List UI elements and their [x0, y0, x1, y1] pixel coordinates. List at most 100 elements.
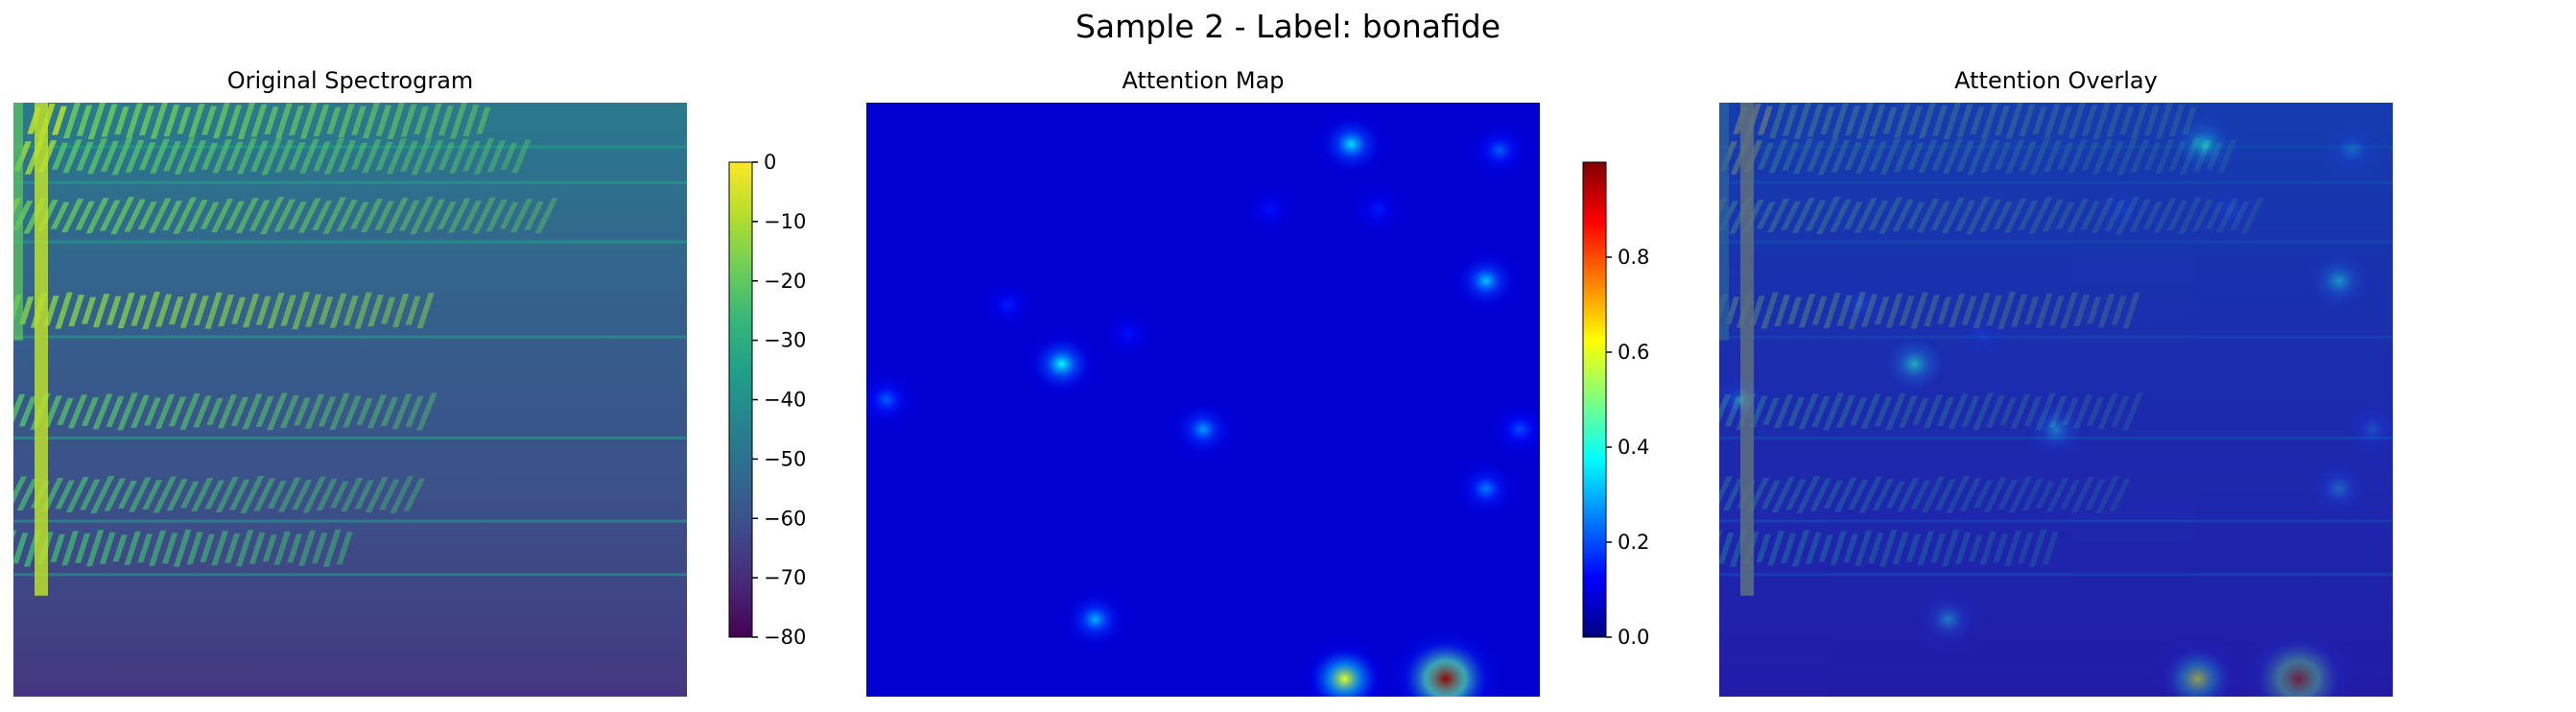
spectrogram-striation: [391, 393, 413, 430]
spectrogram-colorbar-tick-label: 0: [764, 151, 776, 174]
attention-hotspot: [1825, 272, 1897, 338]
spectrogram-striation: [273, 531, 291, 565]
spectrogram-striation: [68, 295, 84, 327]
spectrogram-striation: [61, 531, 80, 566]
spectrogram-heatmap: [13, 103, 687, 697]
spectrogram-striation: [163, 105, 180, 137]
attention-hotspot: [1908, 583, 1988, 656]
spectrogram-striation: [82, 297, 97, 324]
spectrogram-striation: [473, 137, 495, 175]
spectrogram-striation: [338, 104, 355, 138]
spectrogram-striation: [237, 103, 256, 140]
spectrogram-striation: [311, 533, 328, 564]
attention-hotspot: [2149, 635, 2245, 697]
spectrogram-striation: [13, 476, 28, 513]
spectrogram-striation: [449, 103, 468, 139]
spectrogram-striation: [150, 138, 170, 174]
attention-panel: [866, 103, 1540, 697]
attention-colorbar-tick-label: 0.0: [1618, 626, 1649, 649]
attention-hotspot: [1342, 177, 1414, 243]
spectrogram-striation: [128, 477, 152, 512]
spectrogram-striation: [381, 297, 396, 324]
spectrogram-striation: [462, 141, 481, 172]
attention-hotspot: [972, 272, 1044, 338]
attention-hotspot: [2299, 244, 2379, 318]
spectrogram-striation: [130, 295, 147, 326]
spectrogram-striation: [288, 142, 306, 171]
spectrogram-striation: [55, 480, 76, 510]
spectrogram-harmonic-line: [13, 240, 687, 244]
spectrogram-harmonic-line: [13, 436, 687, 439]
attention-layer: [866, 103, 1540, 697]
attention-hotspot: [1164, 393, 1242, 465]
spectrogram-striation: [61, 199, 84, 233]
spectrogram-striation: [287, 202, 307, 230]
spectrogram-striation: [374, 201, 394, 230]
spectrogram-striation: [50, 202, 70, 229]
spectrogram-striation: [13, 533, 29, 564]
overlay-heatmap: [1719, 103, 2393, 697]
spectrogram-striation: [260, 197, 285, 235]
spectrogram-striation: [299, 138, 319, 174]
spectrogram-striation: [361, 199, 384, 233]
spectrogram-striation: [461, 201, 483, 231]
spectrogram-striation: [288, 106, 305, 136]
spectrogram-striation: [90, 476, 115, 514]
overlay-title: Attention Overlay: [1954, 67, 2158, 94]
attention-hotspot: [1873, 325, 1957, 402]
spectrogram-striation: [524, 201, 544, 230]
spectrogram-striation: [280, 394, 299, 428]
spectrogram-striation: [163, 141, 181, 172]
attention-hotspot: [1719, 366, 1778, 434]
spectrogram-striation: [511, 139, 532, 174]
spectrogram-striation: [212, 103, 230, 139]
spectrogram-colorbar-tick-label: −30: [764, 329, 806, 352]
spectrogram-colorbar-tick-label: −20: [764, 270, 806, 293]
spectrogram-striation: [292, 480, 313, 510]
spectrogram-harmonic-line: [13, 335, 687, 339]
spectrogram-striation: [253, 478, 276, 511]
spectrogram-striation: [16, 479, 38, 511]
spectrogram-colorbar-tick-label: −40: [764, 389, 806, 412]
spectrogram-striation: [92, 294, 110, 328]
spectrogram-striation: [403, 478, 426, 511]
spectrogram-striation: [354, 292, 372, 329]
spectrogram-striation: [356, 397, 373, 425]
spectrogram-colorbar-tick-label: −50: [764, 447, 806, 470]
spectrogram-striation: [231, 297, 247, 324]
spectrogram-striation: [76, 105, 93, 136]
attention-hotspot: [2088, 177, 2160, 242]
spectrogram-striation: [329, 481, 349, 509]
spectrogram-striation: [81, 396, 100, 426]
spectrogram-striation: [62, 103, 81, 139]
spectrogram-striation: [287, 534, 303, 563]
spectrogram-striation: [43, 395, 62, 428]
spectrogram-striation: [367, 295, 384, 327]
spectrogram-striation: [117, 293, 135, 329]
spectrogram-striation: [366, 394, 388, 429]
spectrogram-striation: [387, 138, 407, 175]
spectrogram-striation: [274, 139, 295, 173]
spectrogram-striation: [237, 138, 257, 175]
spectrogram-striation: [173, 197, 197, 234]
spectrogram-striation: [305, 294, 322, 327]
attention-hotspot: [1446, 244, 1526, 318]
attention-hotspot: [1387, 626, 1503, 697]
spectrogram-striation: [298, 530, 317, 566]
spectrogram-striation: [124, 531, 141, 565]
spectrogram-layer: [13, 103, 687, 697]
spectrogram-striation: [137, 202, 157, 230]
spectrogram-striation: [111, 137, 133, 176]
spectrogram-striation: [124, 199, 146, 232]
attention-colorbar: 0.8 0.6 0.4 0.2 0.0: [1582, 161, 1679, 649]
spectrogram-striation: [168, 396, 187, 427]
spectrogram-striation: [486, 140, 507, 173]
figure-title: Sample 2 - Label: bonafide: [1075, 8, 1501, 45]
spectrogram-striation: [437, 142, 456, 171]
spectrogram-striation: [162, 201, 183, 231]
spectrogram-striation: [329, 392, 350, 430]
spectrogram-striation: [218, 295, 234, 327]
spectrogram-striation: [179, 392, 201, 430]
spectrogram-striation: [255, 395, 274, 427]
spectrogram-striation: [322, 529, 342, 567]
